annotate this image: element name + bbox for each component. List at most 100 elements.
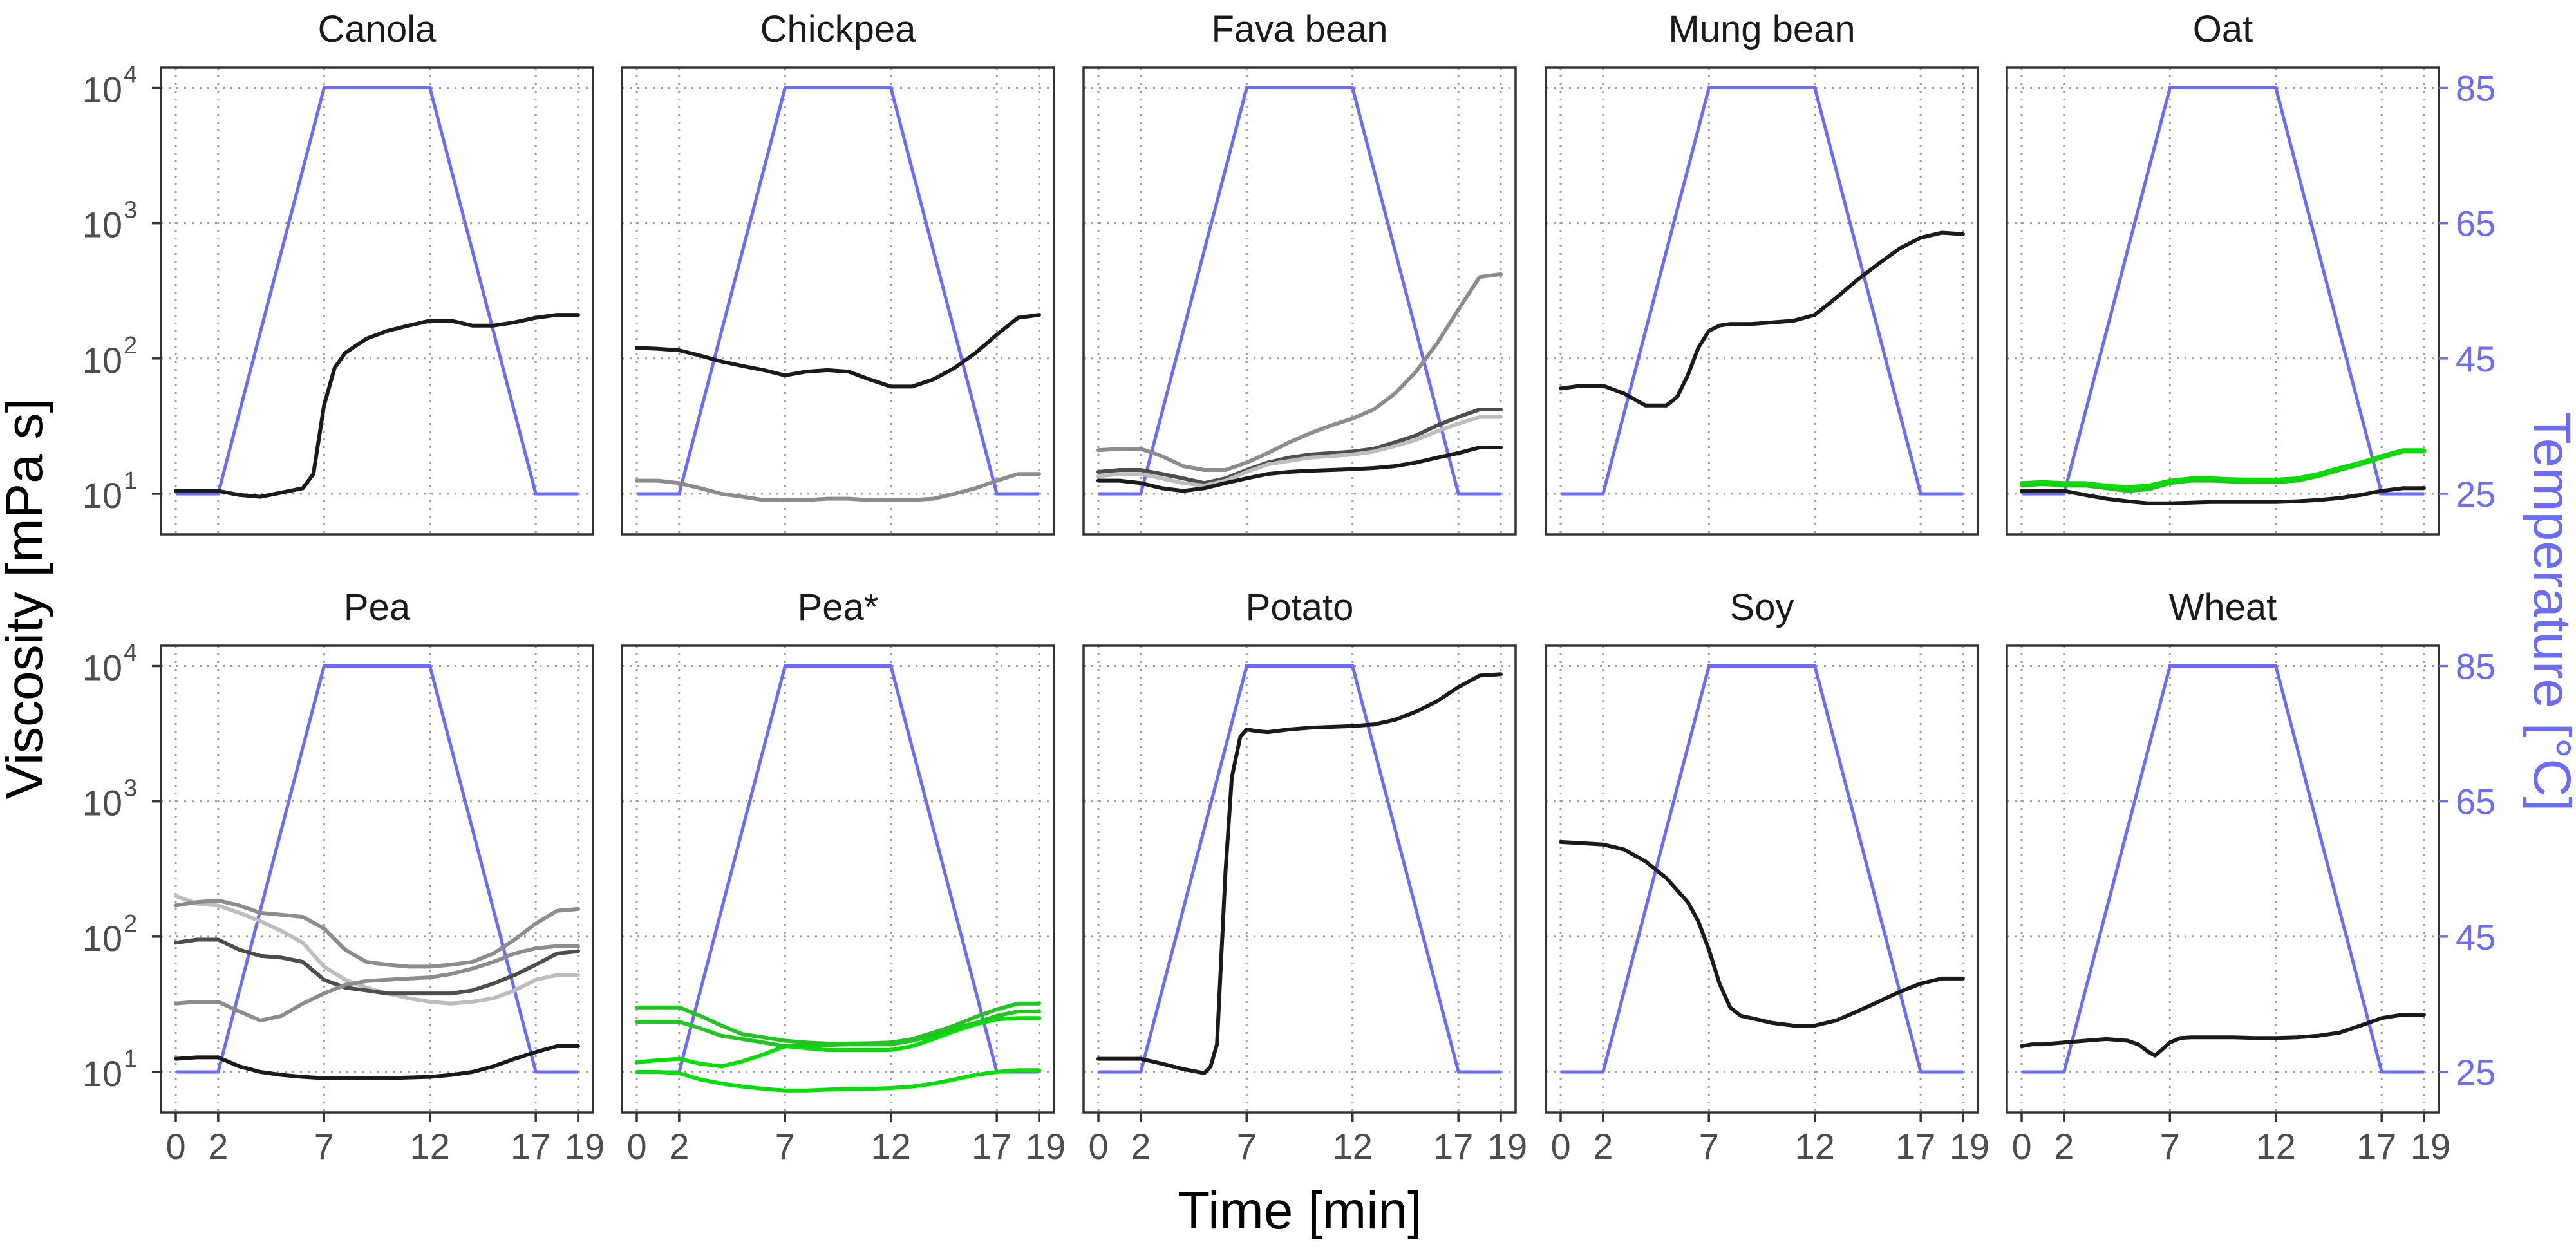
x-tick-label: 0 bbox=[1088, 1126, 1108, 1167]
viscosity-series-line bbox=[1096, 408, 1503, 485]
panel-potato: Potato bbox=[1082, 587, 1517, 1114]
y2-tick-label: 85 bbox=[2456, 68, 2496, 109]
y-tick-exponent: 3 bbox=[124, 775, 137, 802]
panel-chickpea: Chickpea bbox=[621, 8, 1055, 536]
panel-oat: Oat bbox=[2006, 8, 2440, 536]
panel-frame bbox=[621, 644, 1055, 1114]
x-tick-label: 0 bbox=[1550, 1126, 1570, 1167]
panel-frame bbox=[1082, 66, 1517, 536]
panel-title: Oat bbox=[2193, 8, 2253, 50]
x-tick-label: 12 bbox=[1333, 1126, 1373, 1167]
viscosity-series-line bbox=[2020, 1013, 2426, 1058]
viscosity-series-line bbox=[635, 1016, 1041, 1069]
temperature-line bbox=[1098, 664, 1501, 1074]
viscosity-series-line bbox=[174, 1044, 580, 1080]
viscosity-series-line bbox=[635, 313, 1041, 389]
x-tick-label: 19 bbox=[1487, 1126, 1527, 1167]
y-tick-label: 10 bbox=[82, 1053, 122, 1094]
x-tick-label: 12 bbox=[871, 1126, 911, 1167]
panel-soy: Soy bbox=[1545, 587, 1979, 1114]
x-tick-label: 0 bbox=[165, 1126, 185, 1167]
y2-tick-label: 65 bbox=[2456, 782, 2496, 822]
y-tick-label: 10 bbox=[82, 70, 122, 110]
panel-frame bbox=[160, 66, 594, 536]
y2-tick-label: 45 bbox=[2456, 917, 2496, 957]
x-tick-label: 17 bbox=[1433, 1126, 1473, 1167]
x-tick-label: 19 bbox=[565, 1126, 605, 1167]
panel-frame bbox=[621, 66, 1055, 536]
x-tick-label: 17 bbox=[511, 1126, 550, 1167]
panel-pea: Pea bbox=[160, 587, 594, 1114]
x-tick-label: 2 bbox=[1593, 1126, 1613, 1167]
viscosity-series-line bbox=[1096, 446, 1503, 493]
y2-tick-label: 25 bbox=[2456, 474, 2496, 514]
y-tick-label: 10 bbox=[82, 783, 122, 823]
panel-title: Pea* bbox=[798, 587, 879, 628]
viscosity-series-line bbox=[1096, 272, 1503, 472]
y2-axis-title: Temperature [°C] bbox=[2523, 412, 2576, 812]
x-tick-label: 17 bbox=[2356, 1126, 2396, 1167]
panel-frame bbox=[160, 644, 594, 1114]
panel-peastar: Pea* bbox=[621, 587, 1055, 1114]
x-tick-label: 2 bbox=[669, 1126, 689, 1167]
panel-fava-bean: Fava bean bbox=[1082, 8, 1517, 536]
x-tick-label: 2 bbox=[1131, 1126, 1151, 1167]
y-tick-label: 10 bbox=[82, 648, 122, 688]
viscosity-series-line bbox=[174, 313, 580, 499]
temperature-line bbox=[2022, 664, 2424, 1074]
y-tick-exponent: 4 bbox=[124, 62, 137, 89]
x-tick-label: 7 bbox=[775, 1126, 795, 1167]
temperature-line bbox=[1561, 664, 1963, 1074]
temperature-line bbox=[1098, 86, 1501, 496]
panel-frame bbox=[2006, 644, 2440, 1114]
panels-layer: Canola Chickpea Fava bean Mung bean Oat Pea Pe… bbox=[160, 8, 2440, 1114]
temperature-line bbox=[176, 664, 578, 1074]
y-tick-label: 10 bbox=[82, 340, 122, 380]
viscosity-series-line bbox=[1096, 672, 1503, 1075]
x-tick-label: 12 bbox=[1795, 1126, 1835, 1167]
x-tick-label: 17 bbox=[972, 1126, 1011, 1167]
viscosity-series-line bbox=[1559, 840, 1965, 1028]
y-tick-exponent: 4 bbox=[124, 640, 137, 667]
temperature-line bbox=[176, 86, 578, 496]
viscosity-series-line bbox=[2020, 448, 2426, 489]
panel-frame bbox=[1082, 644, 1517, 1114]
x-tick-label: 19 bbox=[1026, 1126, 1066, 1167]
panel-title: Canola bbox=[318, 8, 437, 50]
panel-canola: Canola bbox=[160, 8, 594, 536]
panel-title: Soy bbox=[1730, 587, 1794, 628]
x-tick-label: 7 bbox=[1237, 1126, 1257, 1167]
viscosity-series-line bbox=[635, 472, 1041, 502]
x-tick-label: 12 bbox=[410, 1126, 450, 1167]
temperature-line bbox=[2022, 86, 2424, 496]
y-axis-title: Viscosity [mPa s] bbox=[0, 399, 54, 800]
temperature-line bbox=[1561, 86, 1963, 496]
viscosity-series-line bbox=[635, 1068, 1041, 1093]
panel-title: Pea bbox=[344, 587, 411, 628]
panel-title: Chickpea bbox=[760, 8, 917, 50]
panel-title: Potato bbox=[1246, 587, 1354, 628]
panel-frame bbox=[1545, 66, 1979, 536]
x-tick-label: 2 bbox=[2054, 1126, 2074, 1167]
panel-title: Fava bean bbox=[1211, 8, 1387, 50]
y-tick-label: 10 bbox=[82, 205, 122, 245]
viscosity-series-line bbox=[174, 944, 580, 1023]
y2-tick-label: 45 bbox=[2456, 339, 2496, 379]
x-tick-label: 12 bbox=[2256, 1126, 2296, 1167]
viscosity-series-line bbox=[2020, 486, 2426, 505]
panel-title: Mung bean bbox=[1668, 8, 1855, 50]
x-tick-label: 17 bbox=[1895, 1126, 1935, 1167]
panel-title: Wheat bbox=[2169, 587, 2277, 628]
x-tick-label: 19 bbox=[2411, 1126, 2450, 1167]
viscosity-series-line bbox=[174, 898, 580, 969]
y-tick-exponent: 2 bbox=[124, 332, 137, 359]
panel-frame bbox=[2006, 66, 2440, 536]
y-tick-exponent: 1 bbox=[124, 1046, 137, 1073]
x-tick-label: 19 bbox=[1950, 1126, 1989, 1167]
panel-wheat: Wheat bbox=[2006, 587, 2440, 1114]
x-tick-label: 2 bbox=[208, 1126, 228, 1167]
y2-tick-label: 25 bbox=[2456, 1052, 2496, 1093]
y2-tick-label: 65 bbox=[2456, 203, 2496, 244]
panel-mung-bean: Mung bean bbox=[1545, 8, 1979, 536]
